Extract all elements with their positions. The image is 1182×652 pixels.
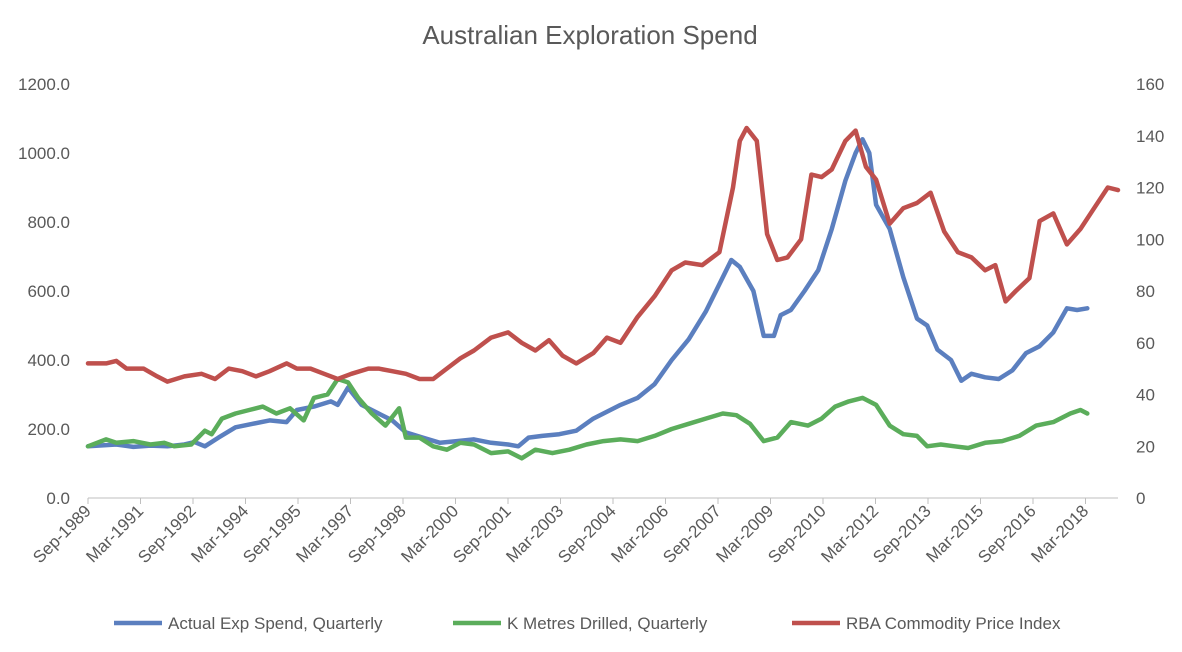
x-axis: Sep-1989Mar-1991Sep-1992Mar-1994Sep-1995… <box>29 497 1118 567</box>
y-left-tick-label: 1000.0 <box>18 144 70 163</box>
y-right-tick-label: 20 <box>1136 437 1155 456</box>
series-line-2 <box>85 376 1090 461</box>
y-right-tick-label: 120 <box>1136 179 1164 198</box>
x-tick-label: Mar-2018 <box>1027 501 1092 566</box>
x-tick-label: Sep-1995 <box>239 501 305 567</box>
y-right-tick-label: 40 <box>1136 386 1155 405</box>
y-right-tick-label: 160 <box>1136 75 1164 94</box>
y-left-tick-label: 800.0 <box>27 213 70 232</box>
y-right-tick-label: 60 <box>1136 334 1155 353</box>
series-line-1 <box>85 136 1090 450</box>
legend-label-3: RBA Commodity Price Index <box>846 614 1061 633</box>
y-left-tick-label: 400.0 <box>27 351 70 370</box>
x-tick-label: Sep-2013 <box>869 501 935 567</box>
x-tick-label: Sep-2004 <box>554 501 620 567</box>
y-right-tick-label: 80 <box>1136 282 1155 301</box>
x-tick-label: Sep-2016 <box>974 501 1040 567</box>
y-right-tick-label: 140 <box>1136 127 1164 146</box>
chart-title: Australian Exploration Spend <box>422 20 757 50</box>
x-tick-label: Sep-1989 <box>29 501 95 567</box>
x-tick-label: Sep-2007 <box>659 501 725 567</box>
legend-label-1: Actual Exp Spend, Quarterly <box>168 614 383 633</box>
series-line-3 <box>85 125 1121 384</box>
y-right-tick-labels: 0 20 40 60 80 100 120 140 160 <box>1136 75 1164 508</box>
y-left-tick-labels: 0.0 200.0 400.0 600.0 800.0 1000.0 1200.0 <box>18 75 70 508</box>
y-left-tick-label: 200.0 <box>27 420 70 439</box>
y-right-tick-label: 0 <box>1136 489 1145 508</box>
y-left-tick-label: 0.0 <box>46 489 70 508</box>
x-tick-label: Sep-1998 <box>344 501 410 567</box>
y-left-tick-label: 1200.0 <box>18 75 70 94</box>
x-tick-label: Sep-2001 <box>449 501 515 567</box>
legend: Actual Exp Spend, Quarterly K Metres Dril… <box>114 614 1061 633</box>
x-tick-label: Sep-2010 <box>764 501 830 567</box>
series-lines <box>85 125 1121 461</box>
legend-label-2: K Metres Drilled, Quarterly <box>507 614 708 633</box>
x-tick-label: Sep-1992 <box>134 501 200 567</box>
y-right-tick-label: 100 <box>1136 230 1164 249</box>
y-left-tick-label: 600.0 <box>27 282 70 301</box>
